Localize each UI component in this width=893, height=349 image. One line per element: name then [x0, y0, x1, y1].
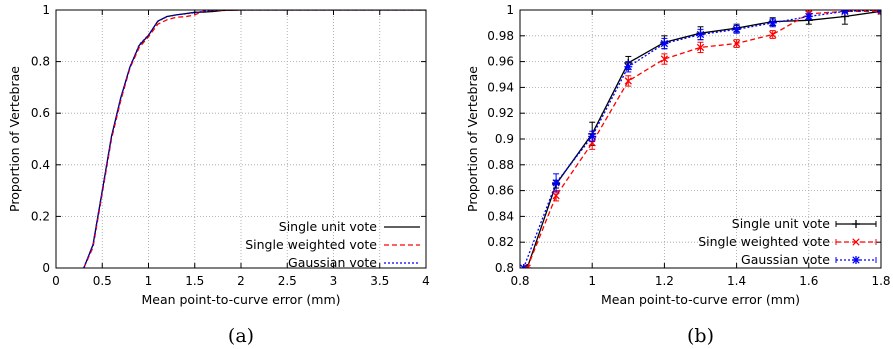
x-axis-label: Mean point-to-curve error (mm) [141, 292, 340, 307]
x-tick-label: 1.8 [871, 274, 890, 288]
y-tick-label: 1 [506, 3, 514, 17]
y-tick-label: 0 [42, 261, 50, 275]
series-gaussian-vote-marker-d2 [552, 179, 560, 187]
x-tick-label: 4 [422, 274, 430, 288]
x-tick-label: 3.5 [370, 274, 389, 288]
series-single-weighted-vote-marker-d2 [588, 139, 596, 147]
legend: Single unit vote Single weighted vote Gaus… [698, 216, 877, 267]
series-single-weighted-vote [83, 10, 426, 268]
y-axis-label: Proportion of Vertebrae [7, 66, 22, 212]
series-single-weighted-vote-marker-d2 [552, 192, 560, 200]
y-tick-label: 0.2 [31, 209, 50, 223]
plot-area [520, 10, 881, 268]
legend-label: Single unit vote [732, 216, 831, 231]
plot-frame [519, 9, 882, 269]
x-tick-label: 1.6 [799, 274, 818, 288]
y-tick-label: 0.92 [487, 106, 514, 120]
series-gaussian-vote-marker-d2 [805, 12, 813, 21]
grid-lines [56, 10, 426, 268]
y-tick-label: 0.8 [495, 261, 514, 275]
legend: Single unit vote Single weighted vote Gaus… [245, 219, 420, 270]
x-tick-label: 0.8 [510, 274, 529, 288]
series-gaussian-vote-marker-d2 [624, 63, 632, 71]
y-tick-label: 0.6 [31, 106, 50, 120]
y-tick-label: 1 [42, 3, 50, 17]
x-tick-label: 1 [588, 274, 596, 288]
legend-label: Single weighted vote [698, 234, 830, 249]
x-tick-label: 0.5 [93, 274, 112, 288]
series-single-weighted-vote-line [83, 10, 426, 268]
series-gaussian-vote-line [83, 10, 426, 268]
legend-label: Single weighted vote [245, 237, 377, 252]
series-gaussian-vote-marker-d2 [877, 10, 881, 14]
series-gaussian-vote-marker-d2 [696, 30, 705, 39]
series-gaussian-vote-marker-d2 [522, 264, 528, 268]
chart-panel-b: 0.8 1 1.2 1.4 1.6 1.8 0.8 0.82 0.84 0.86 0.88 0.9 0.… [465, 3, 891, 347]
y-tick-label: 0.8 [31, 55, 50, 69]
series-gaussian-vote-marker-d2 [769, 19, 777, 27]
chart-panel-a: 0 0.5 1 1.5 2 2.5 3 3.5 4 0 0.2 0.4 0.6 0.8 1 Single un… [7, 3, 430, 347]
series-gaussian-vote [520, 10, 881, 268]
legend-gaussian-vote-marker-d2 [852, 256, 860, 264]
series-gaussian-vote-marker-d2 [588, 132, 596, 141]
series-single-weighted-vote [523, 10, 881, 268]
x-tick-label: 1.4 [727, 274, 746, 288]
x-tick-label: 2 [237, 274, 245, 288]
y-tick-label: 0.82 [487, 235, 514, 249]
series-gaussian-vote [83, 10, 426, 268]
plot-frame [55, 9, 427, 269]
y-tick-label: 0.9 [495, 132, 514, 146]
x-tick-label: 1.5 [185, 274, 204, 288]
series-single-weighted-vote-marker-d2 [877, 10, 881, 15]
series-single-weighted-vote-line [526, 10, 881, 268]
series-gaussian-vote-marker-d1 [520, 264, 525, 268]
series-single-weighted-vote-marker-d2 [624, 77, 632, 85]
legend-label: Gaussian vote [741, 252, 830, 267]
x-tick-label: 1.2 [655, 274, 674, 288]
series-single-weighted-vote-marker-d2 [769, 30, 777, 39]
series-gaussian-vote-marker-d2 [732, 25, 741, 34]
x-tick-label: 0 [52, 274, 60, 288]
series-gaussian-vote-marker-d2 [660, 39, 669, 48]
panel-caption: (b) [687, 325, 714, 347]
y-tick-label: 0.98 [487, 29, 514, 43]
x-axis-label: Mean point-to-curve error (mm) [601, 292, 800, 307]
y-tick-label: 0.84 [487, 209, 514, 223]
legend-single-weighted-vote-marker-d2 [852, 238, 860, 246]
y-tick-label: 0.4 [31, 158, 50, 172]
legend-label: Gaussian vote [288, 255, 377, 270]
x-tick-label: 3 [330, 274, 338, 288]
y-tick-label: 0.88 [487, 158, 514, 172]
series-single-weighted-vote-marker-d2 [526, 264, 531, 268]
series-single-weighted-vote-marker-d2 [660, 55, 669, 63]
legend-label: Single unit vote [279, 219, 378, 234]
series-single-weighted-vote-marker-d2 [696, 43, 705, 52]
y-axis-label: Proportion of Vertebrae [465, 66, 480, 212]
panel-caption: (a) [228, 325, 254, 347]
y-tick-label: 0.94 [487, 80, 514, 94]
plot-area [83, 10, 426, 268]
x-tick-label: 1 [145, 274, 153, 288]
x-tick-label: 2.5 [278, 274, 297, 288]
series-gaussian-vote-marker-d2 [841, 10, 848, 15]
series-single-weighted-vote-marker-d2 [732, 39, 741, 48]
y-tick-label: 0.96 [487, 55, 514, 69]
y-tick-label: 0.86 [487, 184, 514, 198]
